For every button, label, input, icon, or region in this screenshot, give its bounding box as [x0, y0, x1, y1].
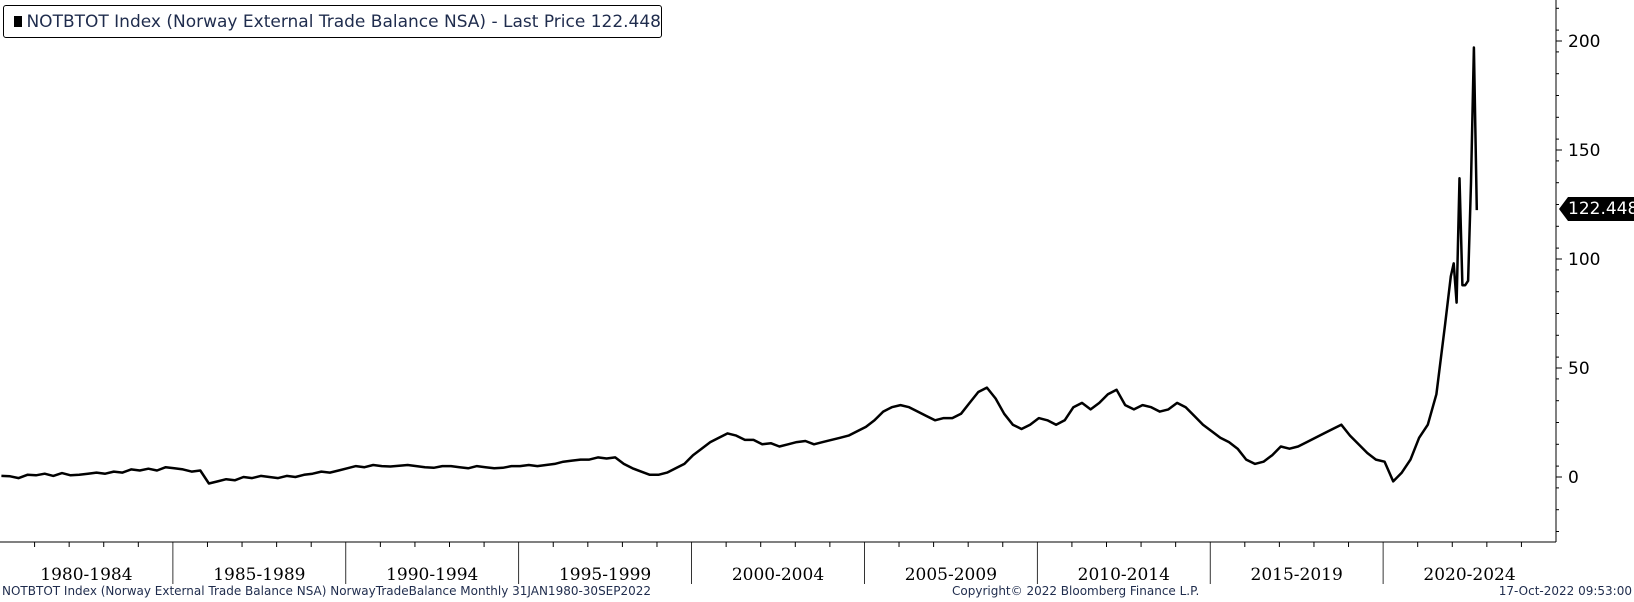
- x-tick-label: 2005-2009: [905, 565, 997, 585]
- axes: [0, 0, 1557, 543]
- series-layer: [1, 46, 1479, 485]
- x-tick-label: 2015-2019: [1251, 565, 1343, 585]
- footer-source: NOTBTOT Index (Norway External Trade Bal…: [2, 584, 652, 598]
- y-axis-ticks: 0 50 100 150 200: [1556, 7, 1600, 532]
- y-tick-label: 200: [1568, 32, 1600, 52]
- x-tick-label: 1985-1989: [213, 565, 305, 585]
- series-line: [1, 46, 1479, 485]
- x-tick-label: 1995-1999: [559, 565, 651, 585]
- y-tick-label: 100: [1568, 250, 1600, 270]
- x-tick-label: 1980-1984: [40, 565, 132, 585]
- y-tick-label: 150: [1568, 141, 1600, 161]
- x-tick-label: 1990-1994: [386, 565, 478, 585]
- footer-copyright: Copyright© 2022 Bloomberg Finance L.P.: [952, 584, 1200, 598]
- last-price-label: 122.448: [1559, 197, 1634, 221]
- legend: NOTBTOT Index (Norway External Trade Bal…: [3, 5, 662, 38]
- legend-text: NOTBTOT Index (Norway External Trade Bal…: [26, 11, 661, 32]
- footer-timestamp: 17-Oct-2022 09:53:00: [1498, 584, 1632, 598]
- y-tick-label: 50: [1568, 359, 1590, 379]
- x-tick-label: 2010-2014: [1078, 565, 1170, 585]
- x-tick-label: 2000-2004: [732, 565, 824, 585]
- legend-swatch: [14, 16, 23, 27]
- y-tick-label: 0: [1568, 468, 1579, 488]
- x-axis-ticks: 1980-1984 1985-1989 1990-1994 1995-1999 2000…: [34, 542, 1522, 585]
- x-tick-label: 2020-2024: [1423, 565, 1515, 585]
